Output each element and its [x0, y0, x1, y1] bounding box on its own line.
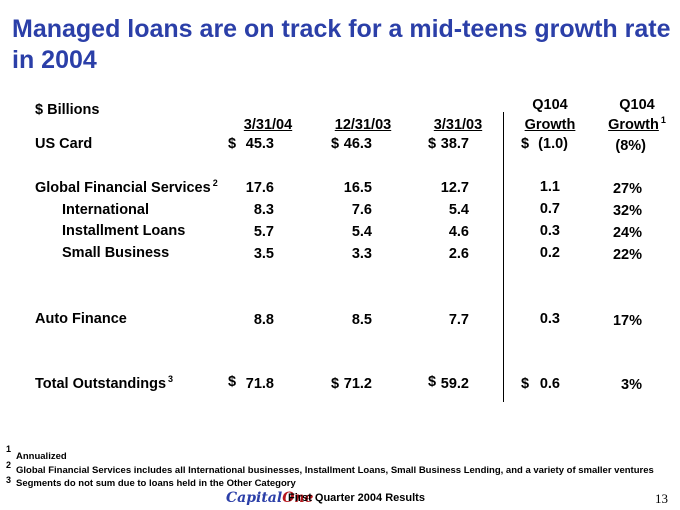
units-label: $ Billions [35, 102, 100, 118]
row-international-v1: 8.3 [253, 202, 274, 218]
footnote-2-text: Global Financial Services includes all I… [16, 465, 654, 476]
row-us-card-v2: 46.3 [343, 136, 372, 152]
header-12-31-03: 12/31/03 [334, 117, 392, 133]
row-us-card-v1: 45.3 [245, 136, 274, 152]
footnote-3-number: 3 [6, 475, 12, 485]
header-q104-growth-line1: Q104 [532, 97, 568, 113]
row-installment-v4: 0.3 [539, 223, 560, 239]
page-number: 13 [655, 491, 668, 506]
row-small-business-v1: 3.5 [253, 246, 274, 262]
row-total-v3: 59.2 [440, 376, 469, 392]
row-installment-v3: 4.6 [448, 224, 469, 240]
row-gfs-v4: 1.1 [539, 179, 560, 195]
footnote-ref-2: 2 [212, 178, 218, 188]
row-us-card-sign4: $ [521, 136, 530, 152]
row-label-small-business: Small Business [62, 245, 170, 261]
header-3-31-04: 3/31/04 [243, 117, 293, 133]
capital-one-logo: CapitalOne [226, 490, 314, 506]
row-gfs-v5: 27% [612, 181, 642, 197]
row-gfs-v2: 16.5 [343, 180, 372, 196]
header-q104-pct-growth-line1: Q104 [619, 97, 655, 113]
row-label-total-outstandings: Total Outstandings 3 [35, 374, 174, 392]
row-total-sign2: $ [331, 376, 340, 392]
row-us-card-v4: (1.0) [538, 136, 568, 152]
row-us-card-sign1: $ [228, 136, 237, 152]
row-installment-v1: 5.7 [253, 224, 274, 240]
footnote-3-text: Segments do not sum due to loans held in… [16, 478, 296, 489]
row-international-v3: 5.4 [448, 202, 469, 218]
row-label-auto-finance: Auto Finance [35, 311, 127, 327]
row-small-business-v3: 2.6 [448, 246, 469, 262]
row-small-business-v2: 3.3 [351, 246, 372, 262]
row-total-sign1: $ [228, 374, 237, 390]
header-3-31-03: 3/31/03 [433, 117, 483, 133]
row-auto-v5: 17% [612, 313, 642, 329]
row-label-installment-loans: Installment Loans [62, 223, 186, 239]
row-us-card-sign3: $ [428, 136, 437, 152]
row-small-business-v5: 22% [612, 247, 642, 263]
footnote-2-number: 2 [6, 460, 12, 470]
row-small-business-v4: 0.2 [539, 245, 560, 261]
row-auto-v3: 7.7 [448, 312, 469, 328]
row-us-card-sign2: $ [331, 136, 340, 152]
row-total-v5: 3% [621, 377, 642, 393]
footnote-1-text: Annualized [16, 451, 67, 462]
footnote-ref-1: 1 [660, 115, 666, 125]
row-label-global-financial-services: Global Financial Services 2 [35, 178, 218, 196]
header-q104-pct-growth-line2: Growth 1 [608, 115, 666, 133]
footnote-ref-3: 3 [168, 374, 174, 384]
row-gfs-v1: 17.6 [245, 180, 274, 196]
row-gfs-v3: 12.7 [440, 180, 469, 196]
slide-title: Managed loans are on track for a mid-tee… [12, 15, 671, 74]
column-divider [503, 112, 504, 402]
footnote-1-number: 1 [6, 444, 12, 454]
row-total-sign4: $ [521, 376, 530, 392]
row-label-us-card: US Card [35, 136, 93, 152]
row-auto-v1: 8.8 [253, 312, 274, 328]
footer-title: First Quarter 2004 Results [288, 492, 425, 504]
row-installment-v5: 24% [612, 225, 642, 241]
row-international-v4: 0.7 [539, 201, 560, 217]
row-us-card-v5: (8%) [615, 138, 646, 154]
row-us-card-v3: 38.7 [440, 136, 469, 152]
row-label-international: International [62, 202, 150, 218]
row-international-v5: 32% [612, 203, 642, 219]
row-auto-v2: 8.5 [351, 312, 372, 328]
row-auto-v4: 0.3 [539, 311, 560, 327]
row-total-v4: 0.6 [539, 376, 560, 392]
row-installment-v2: 5.4 [351, 224, 372, 240]
row-total-sign3: $ [428, 374, 437, 390]
header-q104-growth-line2: Growth [524, 117, 576, 133]
row-international-v2: 7.6 [351, 202, 372, 218]
row-total-v2: 71.2 [343, 376, 372, 392]
row-total-v1: 71.8 [245, 376, 274, 392]
